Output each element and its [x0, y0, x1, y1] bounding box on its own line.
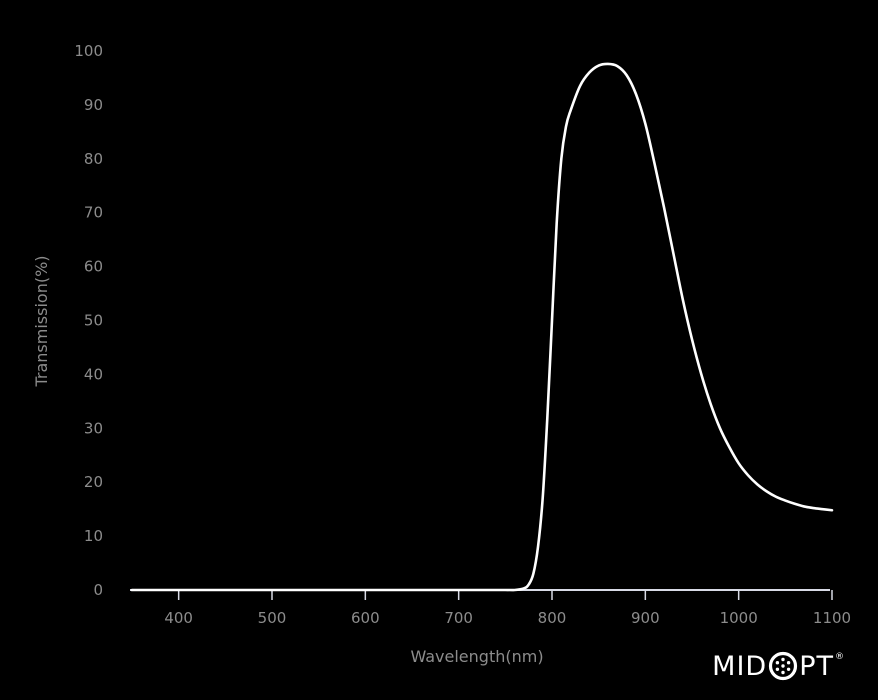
- x-axis-title: Wavelength(nm): [410, 647, 543, 666]
- x-tick-label: 1000: [720, 609, 758, 627]
- y-tick-label: 80: [84, 150, 103, 168]
- x-tick-label: 900: [631, 609, 660, 627]
- y-tick-label: 0: [93, 581, 103, 599]
- x-tick-label: 700: [444, 609, 473, 627]
- y-tick-label: 60: [84, 258, 103, 276]
- y-tick-label: 100: [74, 42, 103, 60]
- x-tick-label: 800: [538, 609, 567, 627]
- y-tick-label: 40: [84, 365, 103, 383]
- y-tick-label: 20: [84, 473, 103, 491]
- y-tick-label: 90: [84, 96, 103, 114]
- logo-text-left: MID: [712, 650, 768, 682]
- y-tick-label: 50: [84, 312, 103, 330]
- midopt-logo: MID PT ®: [712, 648, 844, 684]
- transmission-curve: [130, 62, 834, 592]
- y-tick-label: 70: [84, 204, 103, 222]
- y-axis-title: Transmission(%): [32, 255, 51, 387]
- y-axis-ticks: 0 10 20 30 40 50 60 70 80 90 100: [74, 42, 103, 599]
- x-axis-ticks: 400 500 600 700 800 900 1000 1100: [164, 590, 851, 627]
- y-tick-label: 30: [84, 419, 103, 437]
- x-tick-label: 400: [164, 609, 193, 627]
- x-tick-label: 1100: [813, 609, 851, 627]
- logo-text-right: PT: [799, 650, 834, 682]
- optic-o-icon: [769, 651, 798, 681]
- registered-mark: ®: [835, 652, 844, 662]
- x-tick-label: 500: [258, 609, 287, 627]
- y-tick-label: 10: [84, 527, 103, 545]
- x-tick-label: 600: [351, 609, 380, 627]
